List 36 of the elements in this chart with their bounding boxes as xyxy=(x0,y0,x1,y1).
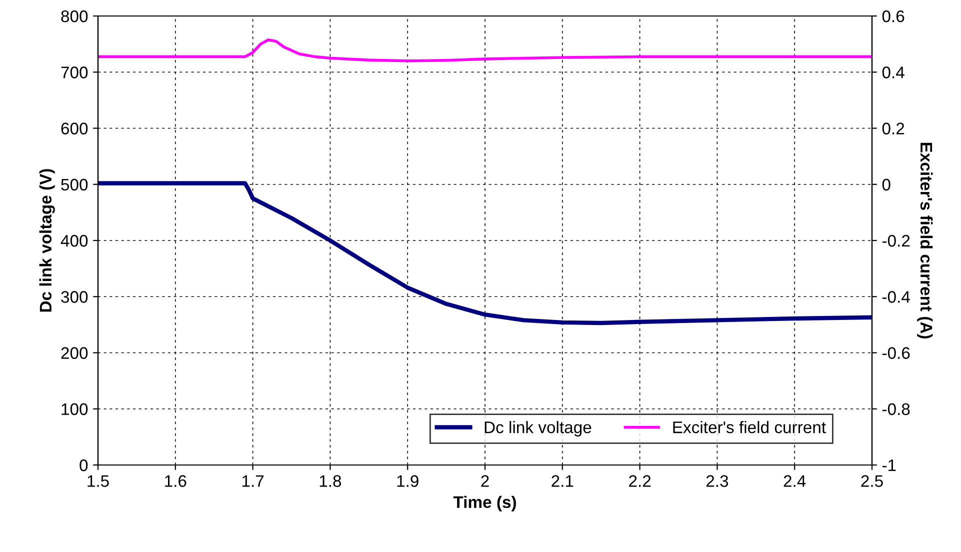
y2-tick-label: 0.6 xyxy=(882,10,904,22)
x-tick-label: 2.5 xyxy=(861,475,883,487)
y2-tick-label: -0.4 xyxy=(882,291,910,303)
x-tick-label: 1.7 xyxy=(242,475,264,487)
y-tick-label: 800 xyxy=(61,10,88,22)
y-tick-label: 700 xyxy=(61,66,88,78)
x-tick-label: 2.1 xyxy=(552,475,574,487)
x-tick-label: 1.9 xyxy=(397,475,418,487)
x-tick-label: 1.5 xyxy=(88,475,109,487)
line-series xyxy=(98,181,872,326)
x-tick-label: 1.6 xyxy=(165,475,186,487)
legend-label: Exciter's field current xyxy=(673,420,826,434)
y-tick-label: 400 xyxy=(60,234,88,247)
x-axis-title: Time (s) xyxy=(453,496,516,512)
legend-label: Dc link voltage xyxy=(484,420,592,437)
y-tick-label: 200 xyxy=(61,347,88,359)
x-tick-label: 2.2 xyxy=(629,475,651,487)
x-tick-label: 1.8 xyxy=(320,475,342,487)
y2-tick-label: -0.8 xyxy=(882,403,910,416)
y2-tick-label: 0.4 xyxy=(882,66,904,78)
y2-tick-label: 0.2 xyxy=(882,122,904,134)
x-tick-label: 2.3 xyxy=(706,475,728,487)
line-series xyxy=(98,38,872,62)
y2-tick-label: -0.6 xyxy=(882,347,910,359)
y-tick-label: 500 xyxy=(61,178,88,191)
y2-tick-label: 0 xyxy=(882,178,890,191)
y-tick-label: 600 xyxy=(61,122,88,134)
y2-tick-label: -0.2 xyxy=(882,234,910,247)
y2-tick-label: -1 xyxy=(882,460,896,472)
y2-axis-title: Exciter's field current (A) xyxy=(917,142,933,338)
y-tick-label: 300 xyxy=(61,291,88,303)
y-tick-label: 100 xyxy=(62,403,88,416)
y-axis-title: Dc link voltage (V) xyxy=(39,169,55,312)
x-tick-label: 2 xyxy=(481,475,489,487)
y-tick-label: 0 xyxy=(80,459,88,472)
x-tick-label: 2.4 xyxy=(784,475,806,487)
